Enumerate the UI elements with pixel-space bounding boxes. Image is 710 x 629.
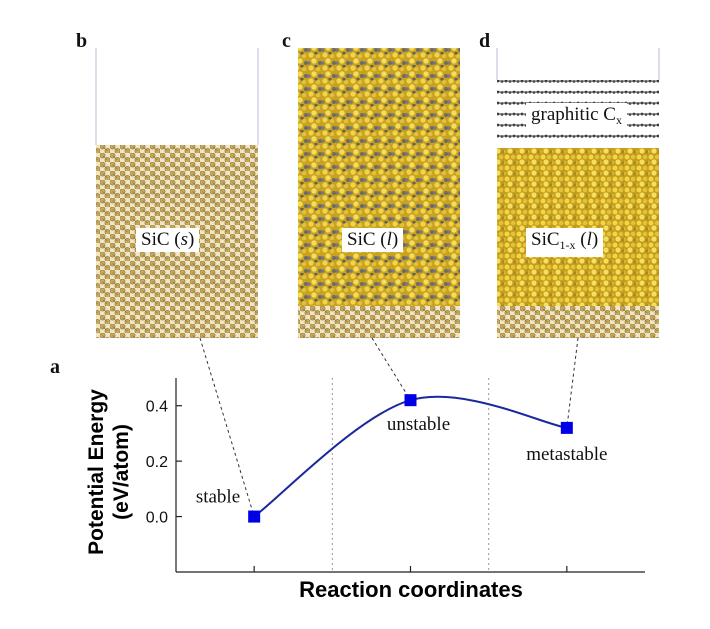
y-axis-title-line1: Potential Energy	[85, 389, 108, 555]
chart-axes	[175, 378, 645, 573]
snapshot-connector	[566, 337, 579, 428]
y-tick-label: 0.0	[146, 510, 168, 527]
label-sic1-x-liquid: SiC1-x (l)	[526, 228, 604, 257]
x-axis-title: Reaction coordinates	[299, 577, 523, 602]
label-graphitic-cx: graphitic Cx	[526, 103, 627, 132]
snapshot-connector	[199, 337, 255, 517]
sic-substrate-d	[497, 306, 659, 338]
label-sic-solid: SiC (s)	[136, 228, 200, 252]
panel-letter-d: d	[479, 30, 491, 52]
panel-letter-a: a	[50, 356, 60, 378]
panel-d-snapshot	[496, 48, 660, 338]
point-label-stable: stable	[196, 487, 240, 508]
point-label-unstable: unstable	[387, 414, 450, 435]
data-point-marker	[404, 394, 417, 407]
x-ticks	[253, 566, 568, 572]
panel-letter-c: c	[282, 30, 291, 52]
snapshot-connectors	[199, 337, 579, 517]
label-sic-liquid: SiC (l)	[342, 228, 404, 252]
snapshot-connector	[371, 337, 411, 401]
data-point-marker	[560, 421, 573, 434]
region-dividers	[331, 378, 490, 572]
panel-c-snapshot	[298, 48, 460, 338]
sic-substrate-c	[298, 306, 460, 338]
point-labels: stable unstable metastable	[196, 414, 608, 507]
simulation-snapshots	[95, 48, 660, 338]
sic-liquid-region	[298, 48, 460, 306]
y-tick-label: 0.4	[146, 399, 168, 416]
point-label-metastable: metastable	[526, 444, 607, 465]
panel-letter-b: b	[76, 30, 88, 52]
data-markers	[248, 394, 573, 523]
y-axis-title-line2: (eV/atom)	[110, 424, 133, 520]
sic1-x-liquid-region	[497, 148, 659, 306]
y-tick-label: 0.2	[146, 454, 168, 471]
data-point-marker	[248, 510, 261, 523]
y-ticks: 0.0 0.2 0.4	[146, 399, 182, 527]
